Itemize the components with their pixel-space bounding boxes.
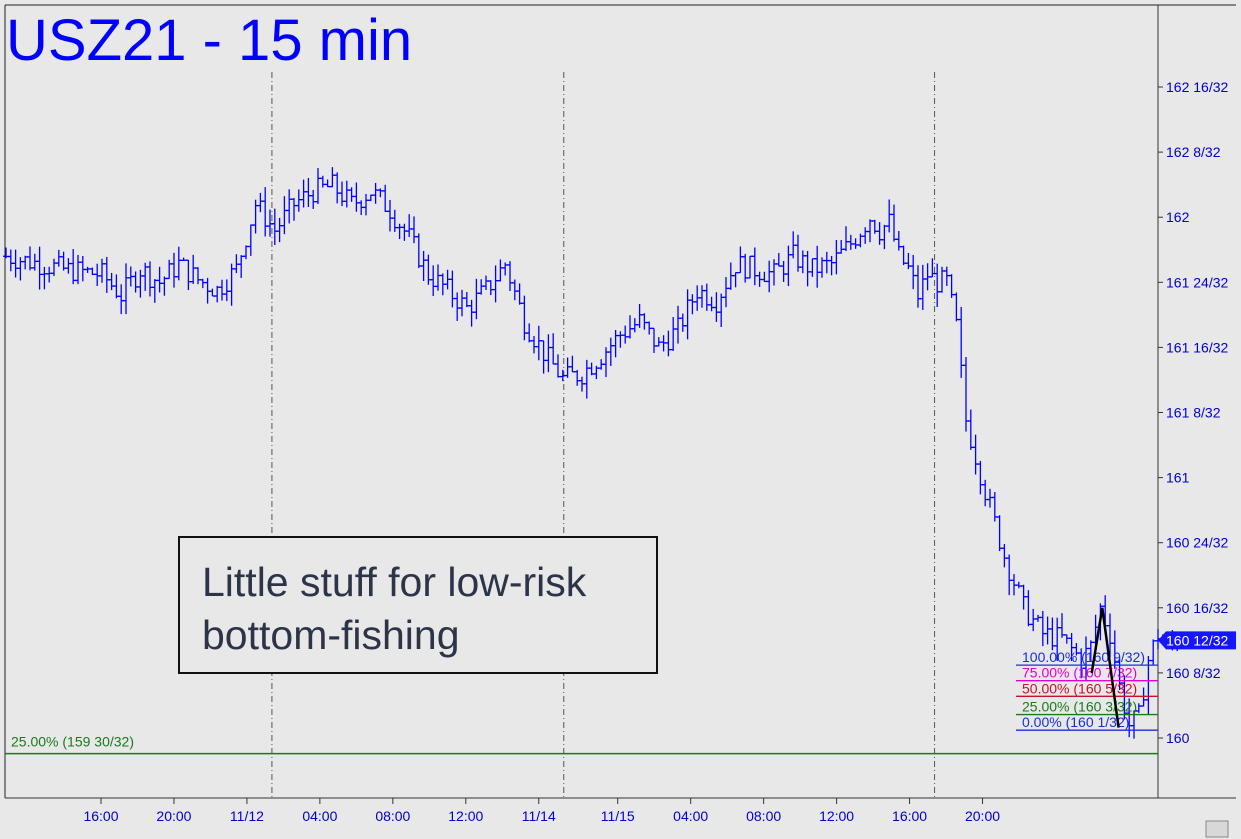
session-dividers	[271, 72, 936, 798]
y-tick-label: 162	[1166, 209, 1190, 225]
price-bars	[3, 167, 1181, 739]
x-tick-label: 08:00	[375, 808, 410, 824]
y-tick-label: 161 16/32	[1166, 339, 1228, 355]
fib-label: 0.00% (160 1/32)	[1022, 714, 1129, 730]
y-tick-label: 161 24/32	[1166, 274, 1228, 290]
support-label: 25.00% (159 30/32)	[11, 734, 134, 750]
fib-levels: 100.00% (160 9/32)75.00% (160 7/32)50.00…	[1016, 649, 1158, 731]
x-tick-label: 11/14	[522, 808, 556, 824]
y-tick-label: 160 8/32	[1166, 665, 1221, 681]
x-axis-ticks: 16:00 20:00 11/12 04:00 08:00 12:00 11/14 11/15…	[83, 798, 1000, 824]
fib-label: 50.00% (160 5/32)	[1022, 680, 1137, 696]
y-tick-label: 160 16/32	[1166, 600, 1228, 616]
y-axis-ticks: 160 160 8/32 160 16/32 160 24/32 161 161 8/32…	[1158, 79, 1228, 746]
x-tick-label: 16:00	[892, 808, 927, 824]
y-tick-label: 160	[1166, 730, 1190, 746]
x-tick-label: 04:00	[673, 808, 708, 824]
x-tick-label: 12:00	[819, 808, 854, 824]
fib-label: 100.00% (160 9/32)	[1022, 649, 1145, 665]
x-tick-label: 04:00	[302, 808, 337, 824]
annotation-text: Little stuff for low-risk bottom-fishing	[202, 559, 587, 658]
y-tick-label: 160 24/32	[1166, 535, 1228, 551]
swing-polyline	[1090, 607, 1120, 728]
last-price-tag: 160 12/32	[1158, 631, 1236, 650]
swing-line	[1090, 607, 1120, 728]
y-tick-label: 162 8/32	[1166, 144, 1221, 160]
fib-label: 25.00% (160 3/32)	[1022, 699, 1137, 715]
fib-label: 75.00% (160 7/32)	[1022, 665, 1137, 681]
last-price-badge	[1158, 631, 1236, 650]
annotation-box: Little stuff for low-risk bottom-fishing	[178, 536, 658, 674]
y-tick-label: 161	[1166, 470, 1190, 486]
x-tick-label: 08:00	[746, 808, 781, 824]
support-level: 25.00% (159 30/32)	[5, 734, 1158, 755]
x-tick-label: 20:00	[965, 808, 1000, 824]
y-tick-label: 162 16/32	[1166, 79, 1228, 95]
x-tick-label: 11/12	[230, 808, 264, 824]
x-tick-label: 11/15	[601, 808, 635, 824]
x-tick-label: 20:00	[156, 808, 191, 824]
x-tick-label: 16:00	[83, 808, 118, 824]
chart-title: USZ21 - 15 min	[6, 8, 412, 73]
resize-grip[interactable]	[1205, 820, 1229, 838]
last-price-label: 160 12/32	[1166, 632, 1228, 648]
y-tick-label: 161 8/32	[1166, 405, 1221, 421]
x-tick-label: 12:00	[448, 808, 483, 824]
